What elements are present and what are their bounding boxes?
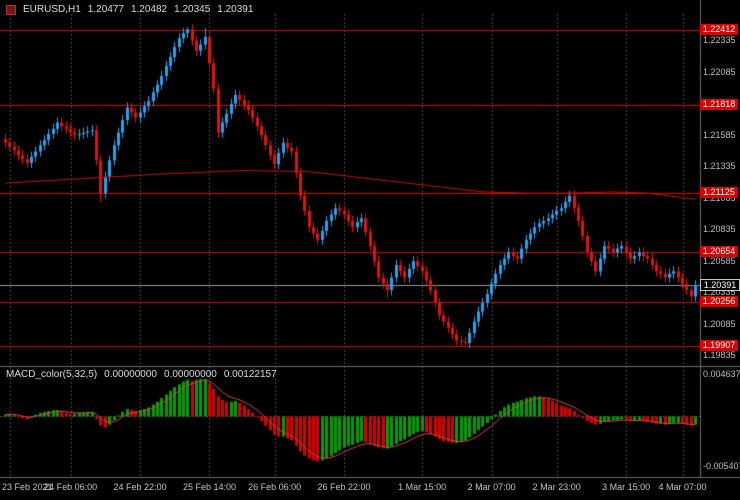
price-axis-label: 1.20835 xyxy=(703,224,736,235)
time-axis-label: 26 Feb 06:00 xyxy=(248,482,302,492)
time-axis-label: 3 Mar 15:00 xyxy=(602,482,651,492)
time-axis-label: 25 Feb 14:00 xyxy=(182,482,237,492)
macd-header: MACD_color(5,32,5) 0.00000000 0.00000000… xyxy=(6,369,277,380)
level-price-tag[interactable]: 1.21125 xyxy=(700,186,738,198)
time-axis-label: 1 Mar 15:00 xyxy=(398,482,447,492)
time-axis-label: 2 Mar 23:00 xyxy=(532,482,581,492)
level-price-tag[interactable]: 1.21818 xyxy=(700,99,738,111)
symbol-icon xyxy=(6,4,16,15)
level-price-tag[interactable]: 1.22412 xyxy=(700,24,738,36)
price-axis-label: 1.22085 xyxy=(703,66,736,77)
chart-header: EURUSD,H1 1.20477 1.20482 1.20345 1.2039… xyxy=(6,4,253,15)
level-price-tag[interactable]: 1.20256 xyxy=(700,296,738,308)
price-axis-label: 1.20085 xyxy=(703,318,736,329)
macd-scale-min-label: -0.0054077 xyxy=(703,461,740,471)
macd-value-1: 0.00000000 xyxy=(104,369,157,380)
current-price-tag: 1.20391 xyxy=(700,279,740,291)
price-axis-label: 1.20585 xyxy=(703,255,736,266)
ohlc-low: 1.20345 xyxy=(174,4,211,15)
macd-value-2: 0.00000000 xyxy=(164,369,217,380)
level-price-tag[interactable]: 1.20654 xyxy=(700,245,738,257)
level-price-tag[interactable]: 1.19907 xyxy=(700,339,738,351)
time-axis-label: 2 Mar 07:00 xyxy=(467,482,516,492)
time-axis-label: 4 Mar 07:00 xyxy=(658,482,707,492)
price-axis-label: 1.22335 xyxy=(703,35,736,46)
time-axis-label: 24 Feb 06:00 xyxy=(44,482,98,492)
price-axis-label: 1.19835 xyxy=(703,350,736,361)
time-axis-label: 26 Feb 22:00 xyxy=(317,482,371,492)
macd-indicator-title: MACD_color(5,32,5) xyxy=(6,369,98,380)
time-axis-label: 24 Feb 22:00 xyxy=(113,482,167,492)
ohlc-close: 1.20391 xyxy=(217,4,254,15)
macd-value-3: 0.00122157 xyxy=(223,369,277,380)
ohlc-open: 1.20477 xyxy=(87,4,124,15)
price-axis-label: 1.21085 xyxy=(703,192,736,203)
time-axis-label: 23 Feb 2021 xyxy=(2,482,53,492)
macd-scale-max-label: 0.0046377 xyxy=(703,369,740,379)
ohlc-high: 1.20482 xyxy=(130,4,168,15)
symbol-timeframe: EURUSD,H1 xyxy=(23,4,81,15)
price-axis-label: 1.21335 xyxy=(703,161,736,172)
price-axis-label: 1.20335 xyxy=(703,287,736,298)
price-axis-label: 1.21585 xyxy=(703,129,736,140)
